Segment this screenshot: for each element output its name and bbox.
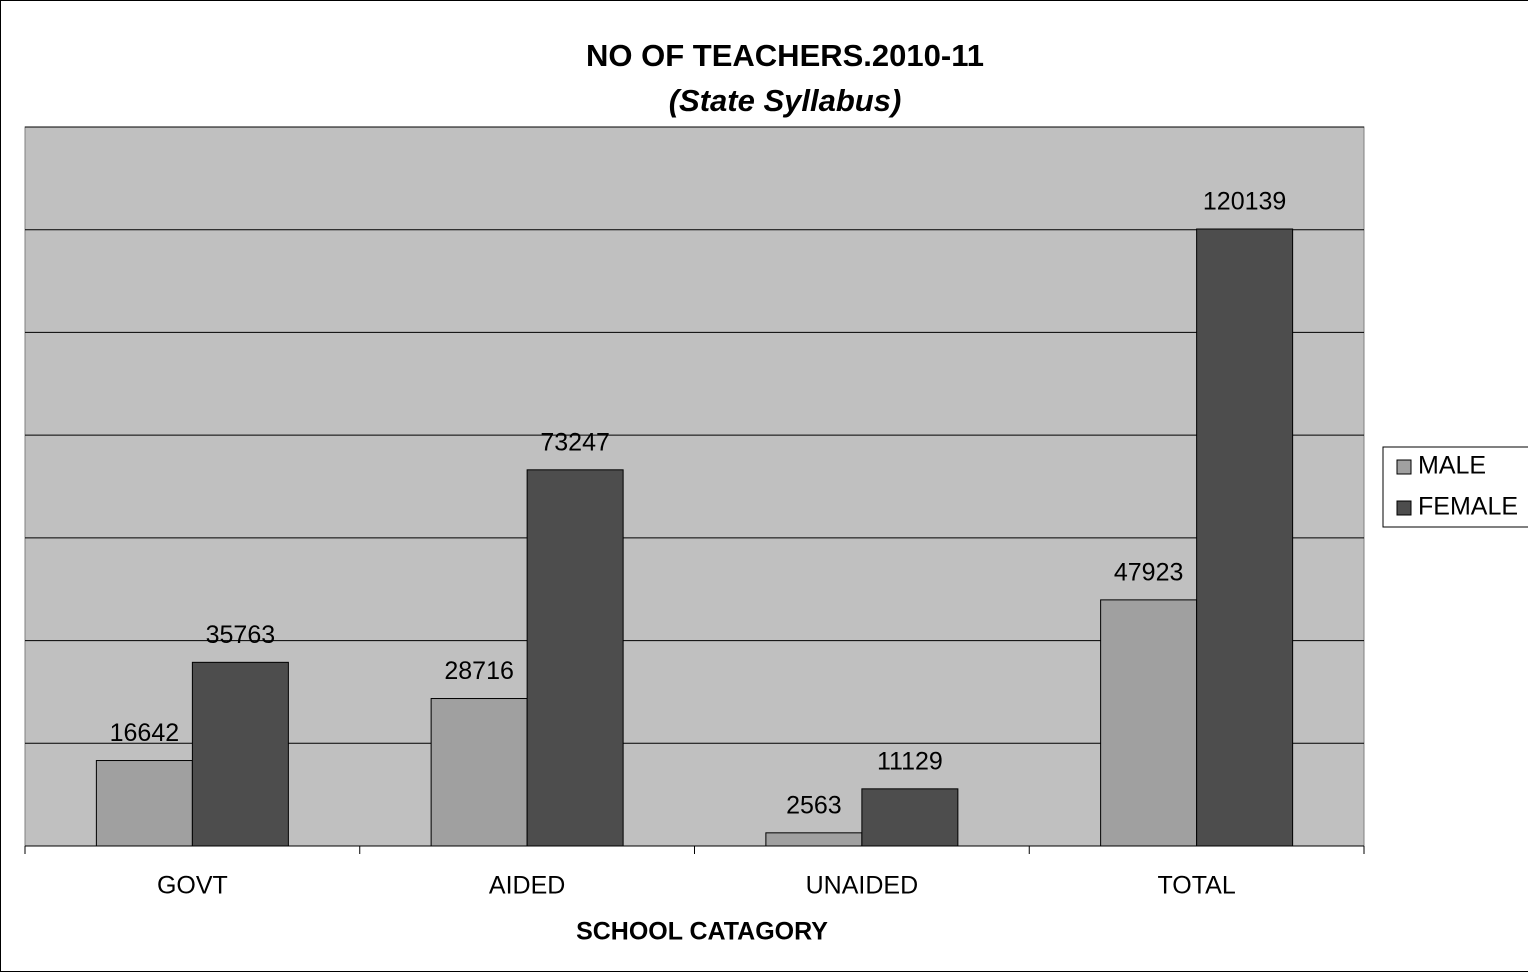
legend-swatch bbox=[1396, 459, 1412, 475]
x-tick-label: GOVT bbox=[157, 872, 228, 900]
data-label: 73247 bbox=[540, 428, 610, 456]
data-label: 2563 bbox=[786, 791, 842, 819]
bar bbox=[191, 661, 289, 847]
x-axis-title: SCHOOL CATAGORY bbox=[576, 918, 828, 946]
data-label: 35763 bbox=[206, 621, 276, 649]
x-tick-label: TOTAL bbox=[1157, 872, 1235, 900]
x-tick-label: UNAIDED bbox=[806, 872, 919, 900]
data-label: 120139 bbox=[1203, 188, 1286, 216]
bar bbox=[1100, 599, 1198, 847]
bar bbox=[430, 698, 528, 847]
data-label: 11129 bbox=[877, 747, 943, 775]
legend-label: MALE bbox=[1418, 452, 1486, 480]
data-label: 16642 bbox=[110, 719, 180, 747]
data-label: 28716 bbox=[444, 657, 514, 685]
chart-subtitle: (State Syllabus) bbox=[669, 83, 902, 118]
chart-title: NO OF TEACHERS.2010-11 bbox=[586, 38, 984, 73]
bar bbox=[526, 469, 624, 847]
bar bbox=[95, 760, 193, 847]
x-tick-label: AIDED bbox=[489, 872, 565, 900]
legend-swatch bbox=[1396, 500, 1412, 516]
bar bbox=[861, 788, 959, 847]
legend-label: FEMALE bbox=[1418, 493, 1518, 521]
bar bbox=[765, 832, 863, 847]
data-label: 47923 bbox=[1114, 558, 1184, 586]
bar bbox=[1196, 228, 1294, 847]
